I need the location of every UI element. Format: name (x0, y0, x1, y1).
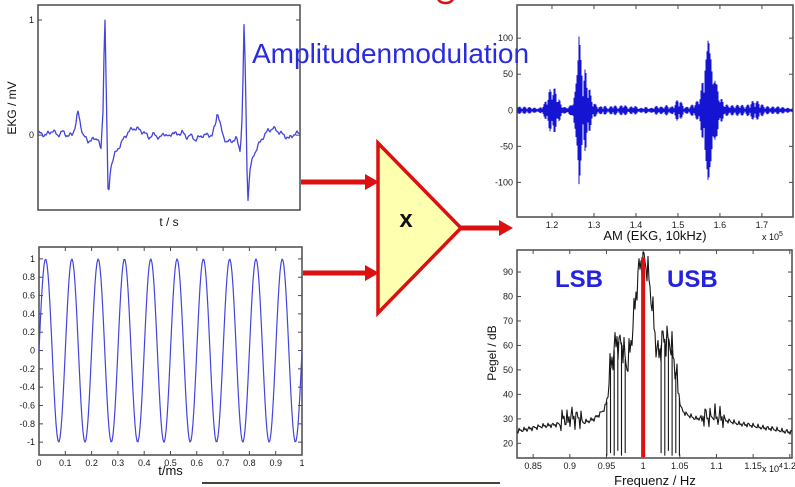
tick-label: 0.6 (191, 458, 204, 468)
multiplier-symbol: x (399, 206, 413, 233)
tick-label: 0 (36, 458, 41, 468)
ekg-trace (37, 19, 301, 201)
axis-ticks: 1.2 1.3 1.4 1.5 1.6 1.7 100 50 0 -50 -100 (495, 5, 793, 230)
arrow-head-icon (365, 174, 379, 190)
tick-label: 0.9 (564, 461, 577, 471)
tick-label: 1.4 (630, 220, 643, 230)
scale-exponent: 4 (779, 463, 783, 470)
carrier-xlabel: t/ms (158, 463, 183, 478)
tick-label: 0.3 (112, 458, 125, 468)
tick-label: 40 (503, 389, 513, 399)
tick-label: 1.7 (756, 220, 769, 230)
tick-label: 1 (30, 254, 35, 264)
tick-label: 0 (30, 346, 35, 356)
tick-label: -50 (500, 141, 513, 151)
arrow-shaft (459, 225, 499, 231)
footer-divider (202, 482, 500, 484)
usb-label: USB (667, 266, 718, 293)
tick-label: 1.5 (672, 220, 685, 230)
carrier-plot: 0 0.1 0.2 0.3 0.4 0.5 0.6 0.7 0.8 0.9 1 1 0.8 0.6 0.4 0… (19, 246, 305, 468)
arrow-shaft (303, 270, 365, 276)
tick-label: 0 (29, 130, 34, 140)
multiplier-triangle (376, 138, 464, 318)
tick-label: 20 (503, 438, 513, 448)
tick-label: -100 (495, 177, 513, 187)
tick-label: 0.4 (138, 458, 151, 468)
arrow-shaft (301, 179, 365, 185)
tick-label: 0.7 (217, 458, 230, 468)
tick-label: 1 (641, 461, 646, 471)
tick-label: 0.6 (22, 291, 35, 301)
tick-label: 1.2 (546, 220, 559, 230)
tick-label: 1.1 (710, 461, 723, 471)
tick-label: 0.8 (22, 272, 35, 282)
tick-label: 0.95 (598, 461, 616, 471)
am-plot: 1.2 1.3 1.4 1.5 1.6 1.7 100 50 0 -50 -100 (495, 4, 794, 230)
tick-label: 0.4 (22, 309, 35, 319)
tick-label: -1 (27, 437, 35, 447)
tick-label: 30 (503, 414, 513, 424)
tick-label: 0.2 (85, 458, 98, 468)
tick-label: -0.4 (19, 382, 35, 392)
tick-label: 0.1 (59, 458, 72, 468)
tick-label: 0.8 (243, 458, 256, 468)
spectrum-trace (516, 251, 793, 456)
slide-title: Amplitudenmodulation (252, 38, 530, 69)
lsb-label: LSB (555, 266, 603, 293)
tick-label: 0.85 (524, 461, 542, 471)
output-arrow-am (459, 220, 513, 236)
tick-label: 100 (498, 33, 513, 43)
spectrum-plot: 0.85 0.9 0.95 1 1.05 1.1 1.15 1.2 90 80 70 60 50 40 30… (503, 249, 795, 471)
scale-base: x 10 (762, 232, 780, 242)
arrow-head-icon (365, 265, 379, 281)
tick-label: -0.8 (19, 419, 35, 429)
tick-label: 60 (503, 340, 513, 350)
tick-label: 1.15 (744, 461, 762, 471)
axis-ticks: 0 0.1 0.2 0.3 0.4 0.5 0.6 0.7 0.8 0.9 1 1 0.8 0.6 0.4 0… (19, 247, 305, 468)
arrow-head-icon (499, 220, 513, 236)
spectrum-ylabel: Pegel / dB (485, 325, 499, 381)
tick-label: 0 (508, 105, 513, 115)
ekg-xlabel: t / s (159, 215, 179, 229)
tick-label: 1.2 (784, 461, 795, 471)
ekg-ylabel: EKG / mV (5, 81, 19, 135)
tick-label: 1 (299, 458, 304, 468)
cropped-red-glyph (437, 0, 454, 5)
tick-label: 90 (503, 267, 513, 277)
tick-label: 70 (503, 316, 513, 326)
spectrum-xlabel: Frequenz / Hz (614, 473, 696, 487)
tick-label: 1.05 (671, 461, 689, 471)
tick-label: 80 (503, 291, 513, 301)
tick-label: 0.5 (164, 458, 177, 468)
am-axis-scale: x 105 (762, 231, 783, 242)
plot-frame (516, 4, 794, 218)
plot-frame (37, 4, 301, 211)
tick-label: -0.2 (19, 364, 35, 374)
tick-label: 1.3 (588, 220, 601, 230)
input-arrow-carrier (303, 265, 379, 281)
spectrum-axis-scale: x 104 (762, 463, 783, 474)
tick-label: 1 (29, 15, 34, 25)
tick-label: 50 (503, 365, 513, 375)
tick-label: 0.2 (22, 327, 35, 337)
tick-label: 1.6 (714, 220, 727, 230)
ekg-plot: 10 (29, 4, 301, 211)
am-xlabel: AM (EKG, 10kHz) (603, 228, 707, 243)
plot-frame (516, 249, 793, 459)
input-arrow-ekg (301, 174, 379, 190)
am-waveform (517, 36, 793, 185)
tick-label: 50 (503, 69, 513, 79)
scale-base: x 10 (762, 464, 780, 474)
axis-ticks: 10 (29, 15, 300, 140)
tick-label: -0.6 (19, 401, 35, 411)
signal-flow (301, 0, 513, 318)
carrier-trace (38, 258, 303, 443)
tick-label: 0.9 (269, 458, 282, 468)
scale-exponent: 5 (779, 231, 783, 238)
